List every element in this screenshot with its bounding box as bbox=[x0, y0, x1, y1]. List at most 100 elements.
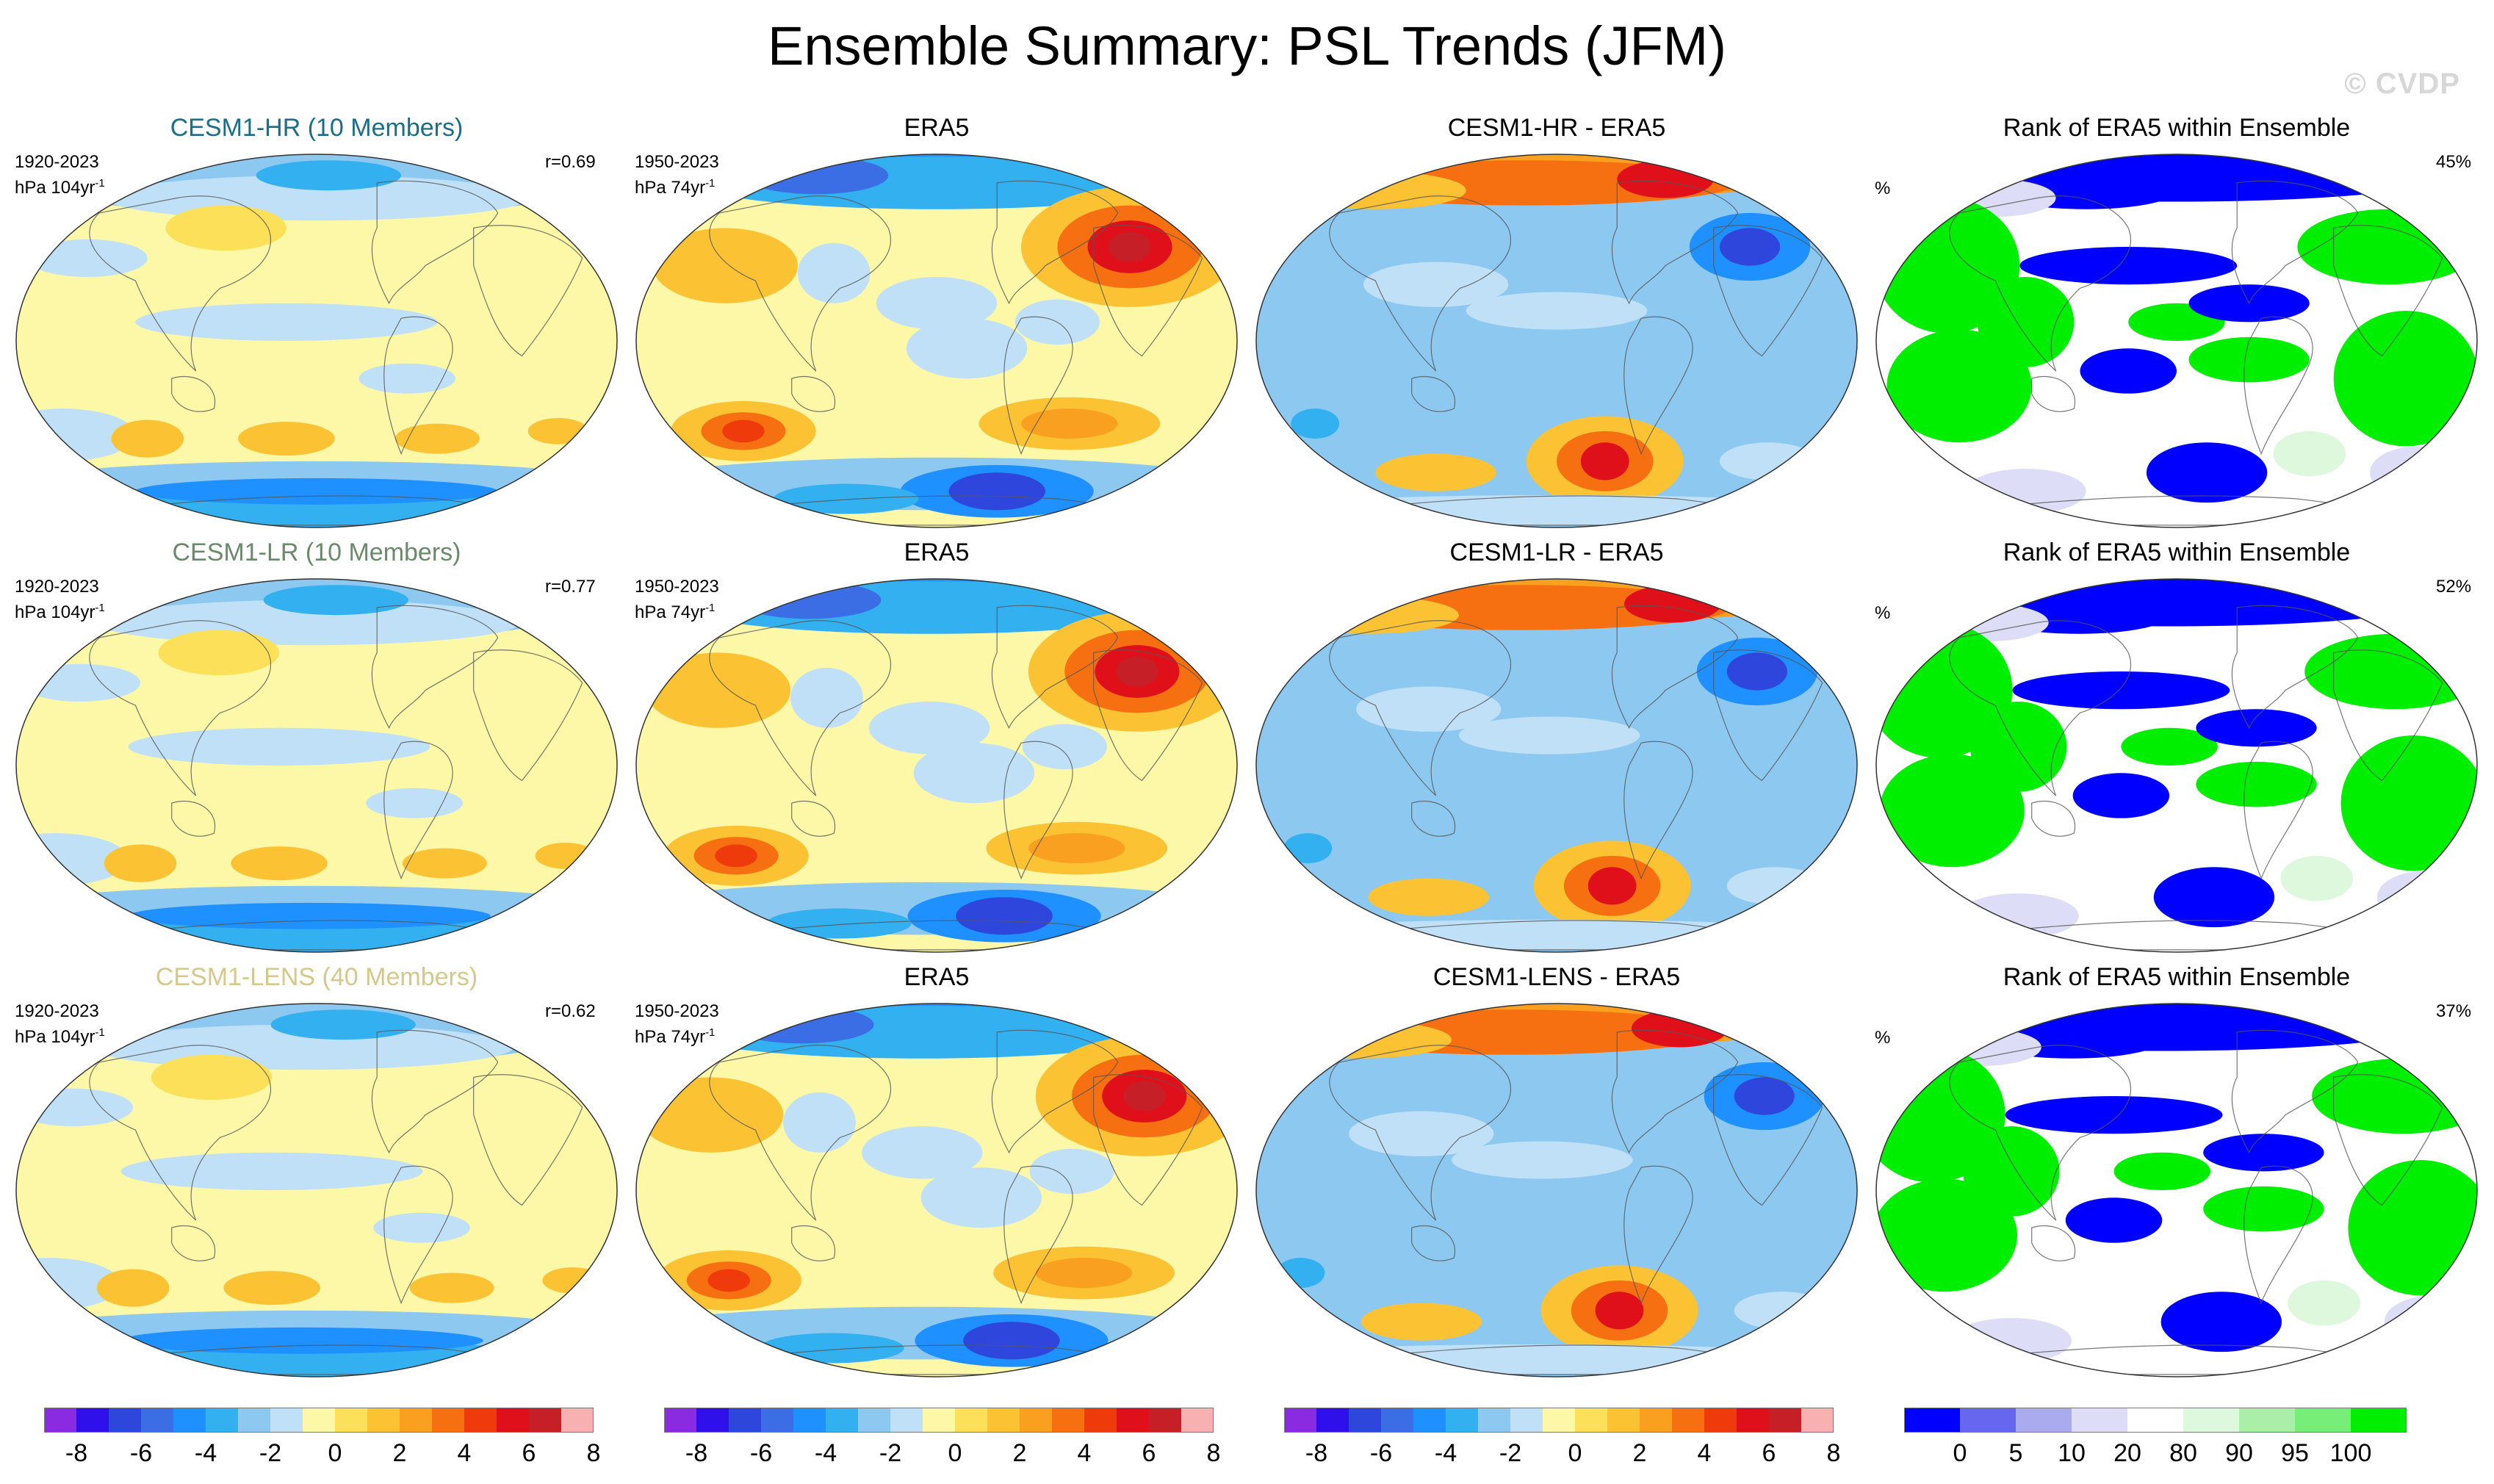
colorbar-swatch-7 bbox=[1510, 1408, 1543, 1433]
colorbar-swatch-13 bbox=[1704, 1408, 1737, 1433]
rank-percent: 37% bbox=[2436, 1001, 2472, 1021]
colorbar-swatch-6 bbox=[1478, 1408, 1511, 1433]
colorbar-swatch-2 bbox=[729, 1408, 762, 1433]
colorbar-swatch-0 bbox=[664, 1408, 697, 1433]
colorbar-swatch-16 bbox=[1801, 1408, 1834, 1433]
colorbar-swatch-4 bbox=[1413, 1408, 1446, 1433]
colorbar-swatch-10 bbox=[1607, 1408, 1640, 1433]
colorbar-swatch-0 bbox=[44, 1408, 77, 1433]
colorbar-tick-label: -8 bbox=[65, 1439, 88, 1467]
diff-panel-title: CESM1-LENS - ERA5 bbox=[1432, 963, 1681, 991]
colorbar-swatch-8 bbox=[2351, 1408, 2407, 1433]
units-exp: -1 bbox=[95, 177, 105, 190]
units: hPa 74yr-1 bbox=[635, 597, 719, 623]
colorbar-swatch-13 bbox=[1084, 1408, 1117, 1433]
colorbar-swatch-8 bbox=[303, 1408, 336, 1433]
units-exp: -1 bbox=[95, 602, 105, 614]
colorbar-tick-label: -6 bbox=[749, 1439, 773, 1467]
model-panel-title: CESM1-HR (10 Members) bbox=[170, 114, 464, 142]
units-text: hPa 74yr bbox=[635, 602, 706, 622]
colorbar-swatch-0 bbox=[1904, 1408, 1961, 1433]
diff-panel-title: CESM1-HR - ERA5 bbox=[1447, 114, 1666, 142]
obs-map-r0 bbox=[635, 154, 1238, 528]
colorbar-swatch-15 bbox=[1149, 1408, 1182, 1433]
rank-panel-title: Rank of ERA5 within Ensemble bbox=[2003, 539, 2351, 566]
units-text: hPa 74yr bbox=[635, 178, 706, 198]
colorbar-tick-label: -6 bbox=[129, 1439, 153, 1467]
units: hPa 104yr-1 bbox=[15, 597, 105, 623]
model-map-r1 bbox=[15, 578, 618, 953]
colorbar-swatch-11 bbox=[1640, 1408, 1673, 1433]
units-exp: -1 bbox=[705, 602, 716, 614]
colorbar-swatch-4 bbox=[173, 1408, 206, 1433]
rank-units: % bbox=[1875, 179, 1891, 198]
rank-map-r2 bbox=[1875, 1003, 2478, 1377]
colorbar-swatch-6 bbox=[238, 1408, 271, 1433]
rank-map-r0 bbox=[1875, 154, 2478, 528]
model-period-label: 1920-2023 hPa 104yr-1 bbox=[15, 151, 105, 198]
units-exp: -1 bbox=[95, 1026, 105, 1039]
colorbar-swatch-1 bbox=[1960, 1408, 2017, 1433]
period: 1950-2023 bbox=[635, 577, 719, 597]
colorbar-swatch-8 bbox=[1543, 1408, 1576, 1433]
units: hPa 74yr-1 bbox=[635, 173, 719, 198]
obs-panel-title: ERA5 bbox=[904, 963, 970, 991]
period: 1920-2023 bbox=[15, 577, 99, 597]
colorbar-swatch-3 bbox=[2072, 1408, 2128, 1433]
colorbar-swatch-16 bbox=[1181, 1408, 1214, 1433]
colorbar-swatch-12 bbox=[1052, 1408, 1085, 1433]
colorbar-swatch-11 bbox=[1020, 1408, 1053, 1433]
rank-tick-label: 80 bbox=[2169, 1439, 2197, 1467]
colorbar-swatch-7 bbox=[890, 1408, 923, 1433]
units-text: hPa 104yr bbox=[15, 178, 95, 198]
colorbar-tick-label: 0 bbox=[328, 1439, 342, 1467]
obs-map-r1 bbox=[635, 578, 1238, 953]
colorbar-swatch-12 bbox=[432, 1408, 465, 1433]
colorbar-0 bbox=[664, 1408, 1214, 1433]
colorbar-tick-label: 2 bbox=[1012, 1439, 1027, 1467]
colorbar-swatch-16 bbox=[561, 1408, 594, 1433]
rank-map-r1 bbox=[1875, 578, 2478, 953]
colorbar-swatch-8 bbox=[923, 1408, 956, 1433]
colorbar-swatch-7 bbox=[2295, 1408, 2351, 1433]
colorbar-swatch-15 bbox=[1769, 1408, 1802, 1433]
rank-percent: 52% bbox=[2436, 577, 2472, 597]
colorbar-tick-label: 8 bbox=[586, 1439, 601, 1467]
colorbar-tick-label: -8 bbox=[685, 1439, 708, 1467]
colorbar-tick-label: 4 bbox=[1697, 1439, 1712, 1467]
rank-tick-label: 100 bbox=[2329, 1439, 2372, 1467]
colorbar-tick-label: 4 bbox=[457, 1439, 472, 1467]
colorbar-tick-label: 0 bbox=[948, 1439, 962, 1467]
colorbar-0 bbox=[44, 1408, 594, 1433]
colorbar-tick-label: -4 bbox=[194, 1439, 217, 1467]
rank-percent: 45% bbox=[2436, 152, 2472, 172]
rank-tick-label: 20 bbox=[2113, 1439, 2141, 1467]
rank-units: % bbox=[1875, 1028, 1891, 1048]
units-exp: -1 bbox=[705, 177, 716, 190]
colorbar-tick-label: 8 bbox=[1826, 1439, 1841, 1467]
colorbar-swatch-5 bbox=[206, 1408, 239, 1433]
colorbar-swatch-10 bbox=[987, 1408, 1020, 1433]
colorbar-swatch-15 bbox=[529, 1408, 562, 1433]
colorbar-swatch-1 bbox=[1316, 1408, 1349, 1433]
colorbar-swatch-9 bbox=[1575, 1408, 1608, 1433]
colorbar-tick-label: 4 bbox=[1077, 1439, 1092, 1467]
diff-panel-title: CESM1-LR - ERA5 bbox=[1449, 539, 1664, 566]
colorbar-swatch-4 bbox=[793, 1408, 826, 1433]
colorbar-swatch-0 bbox=[1284, 1408, 1317, 1433]
rank-tick-label: 0 bbox=[1953, 1439, 1967, 1467]
period: 1950-2023 bbox=[635, 152, 719, 172]
rank-tick-label: 95 bbox=[2281, 1439, 2309, 1467]
colorbar-tick-label: -6 bbox=[1369, 1439, 1393, 1467]
obs-panel-title: ERA5 bbox=[904, 114, 970, 142]
colorbar-swatch-6 bbox=[858, 1408, 891, 1433]
colorbar-tick-label: -2 bbox=[879, 1439, 902, 1467]
colorbar-swatch-2 bbox=[2016, 1408, 2072, 1433]
colorbar-tick-label: 8 bbox=[1206, 1439, 1221, 1467]
units-text: hPa 104yr bbox=[15, 602, 95, 622]
colorbar-tick-label: 6 bbox=[1142, 1439, 1156, 1467]
obs-period-label: 1950-2023 hPa 74yr-1 bbox=[635, 151, 719, 198]
obs-map-r2 bbox=[635, 1003, 1238, 1377]
colorbar-1 bbox=[1904, 1408, 2407, 1433]
colorbar-swatch-7 bbox=[270, 1408, 303, 1433]
